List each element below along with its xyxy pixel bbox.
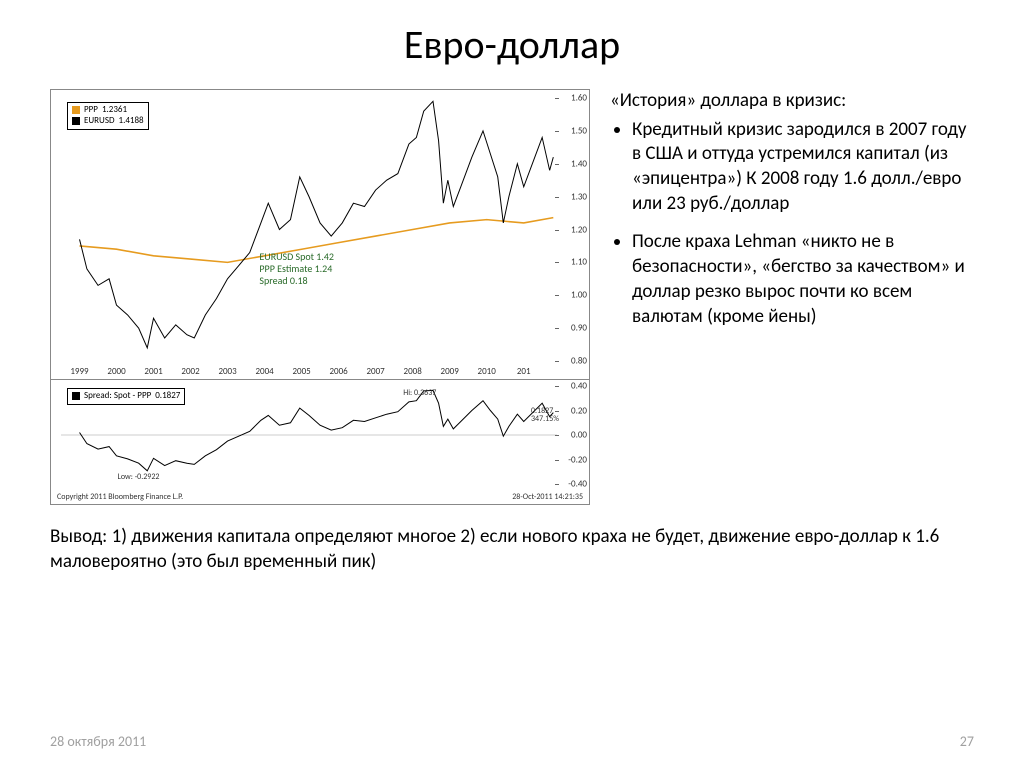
upper-series-svg <box>61 98 557 361</box>
chart-panel-lower: Spread: Spot - PPP 0.1827 Hi: 0.3637 Low… <box>51 380 589 490</box>
x-tick-label: 2004 <box>255 366 273 377</box>
x-tick-label: 2009 <box>441 366 459 377</box>
x-tick-label: 2006 <box>329 366 347 377</box>
bullet-list: Кредитный кризис зародился в 2007 году в… <box>610 118 974 330</box>
legend-value-spread: 0.1827 <box>155 391 180 402</box>
y-tick-label: 0.00 <box>571 430 587 441</box>
chart-annotation: EURUSD Spot 1.42PPP Estimate 1.24Spread … <box>259 251 334 287</box>
legend-label-spread: Spread: Spot - PPP <box>84 391 151 402</box>
y-tick-label: 0.20 <box>571 405 587 416</box>
upper-legend: PPP 1.2361 EURUSD 1.4188 <box>67 102 149 130</box>
x-tick-label: 2003 <box>218 366 236 377</box>
y-tick-label: 1.20 <box>571 224 587 235</box>
y-tick-label: -0.40 <box>568 479 587 490</box>
x-tick-label: 2002 <box>181 366 199 377</box>
y-tick-label: 0.40 <box>571 381 587 392</box>
legend-swatch-ppp <box>72 106 80 114</box>
y-tick-label: 1.50 <box>571 125 587 136</box>
lo-label: Low: -0.2922 <box>117 472 159 482</box>
chart-footer: Copyright 2011 Bloomberg Finance L.P. 28… <box>51 490 589 504</box>
conclusion-text: Вывод: 1) движения капитала определяют м… <box>50 525 974 574</box>
x-tick-label: 2001 <box>144 366 162 377</box>
bullet-2: После краха Lehman «никто не в безопасно… <box>632 230 974 329</box>
side-heading: «История» доллара в кризис: <box>610 89 974 114</box>
slide: Евро-доллар PPP 1.2361 <box>0 0 1024 768</box>
y-tick-label: 1.10 <box>571 257 587 268</box>
legend-row-spread: Spread: Spot - PPP 0.1827 <box>72 391 180 402</box>
x-tick-label: 2008 <box>404 366 422 377</box>
chart-timestamp: 28-Oct-2011 14:21:35 <box>512 492 583 502</box>
chart-copyright: Copyright 2011 Bloomberg Finance L.P. <box>57 492 183 502</box>
lower-legend: Spread: Spot - PPP 0.1827 <box>67 388 185 405</box>
content-row: PPP 1.2361 EURUSD 1.4188 EURUSD Spot 1.4… <box>50 89 974 505</box>
chart-panel-upper: PPP 1.2361 EURUSD 1.4188 EURUSD Spot 1.4… <box>51 90 589 380</box>
legend-swatch-spread <box>72 392 80 400</box>
slide-footer: 28 октября 2011 27 <box>50 733 974 750</box>
y-tick-label: 0.90 <box>571 323 587 334</box>
x-tick-label: 2010 <box>478 366 496 377</box>
y-tick-label: 1.00 <box>571 290 587 301</box>
chart-box: PPP 1.2361 EURUSD 1.4188 EURUSD Spot 1.4… <box>50 89 590 505</box>
footer-page: 27 <box>960 733 974 750</box>
chart-column: PPP 1.2361 EURUSD 1.4188 EURUSD Spot 1.4… <box>50 89 590 505</box>
y-tick-label: 0.80 <box>571 356 587 367</box>
hi-label: Hi: 0.3637 <box>403 388 436 398</box>
plot-area-upper: PPP 1.2361 EURUSD 1.4188 EURUSD Spot 1.4… <box>61 98 557 361</box>
text-column: «История» доллара в кризис: Кредитный кр… <box>610 89 974 505</box>
legend-label-eurusd: EURUSD <box>84 116 115 127</box>
x-tick-label: 201 <box>517 366 531 377</box>
x-tick-label: 2007 <box>367 366 385 377</box>
bullet-1: Кредитный кризис зародился в 2007 году в… <box>632 118 974 217</box>
y-tick-label: 1.30 <box>571 191 587 202</box>
x-tick-label: 2005 <box>292 366 310 377</box>
xticks-upper: 1999 2000 2001 2002 2003 2004 2005 2006 2007 2008… <box>61 363 557 377</box>
legend-row-eurusd: EURUSD 1.4188 <box>72 116 144 127</box>
yticks-upper: 1.601.501.401.301.201.101.000.900.80 <box>559 98 589 361</box>
x-tick-label: 1999 <box>70 366 88 377</box>
plot-area-lower: Spread: Spot - PPP 0.1827 Hi: 0.3637 Low… <box>61 386 557 484</box>
yticks-lower: 0.400.200.00-0.20-0.40 <box>559 386 589 484</box>
legend-value-eurusd: 1.4188 <box>119 116 144 127</box>
legend-swatch-eurusd <box>72 117 80 125</box>
x-tick-label: 2000 <box>107 366 125 377</box>
end-label: 0.1827347.15% <box>531 407 559 423</box>
y-tick-label: 1.60 <box>571 93 587 104</box>
slide-title: Евро-доллар <box>50 20 974 69</box>
y-tick-label: 1.40 <box>571 158 587 169</box>
footer-date: 28 октября 2011 <box>50 733 146 750</box>
y-tick-label: -0.20 <box>568 454 587 465</box>
